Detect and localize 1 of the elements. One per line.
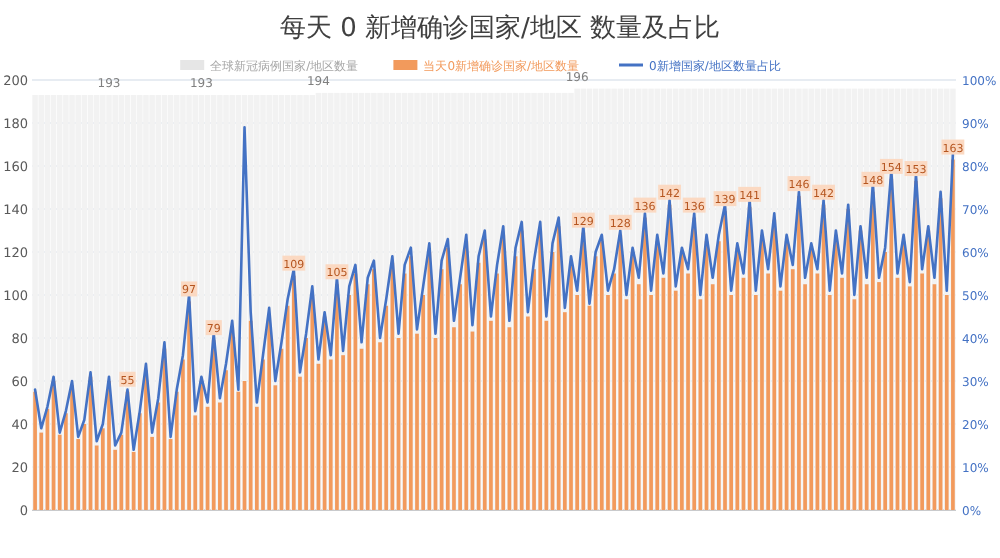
chart-title: 每天 0 新增确诊国家/地区 数量及占比 (279, 12, 721, 44)
